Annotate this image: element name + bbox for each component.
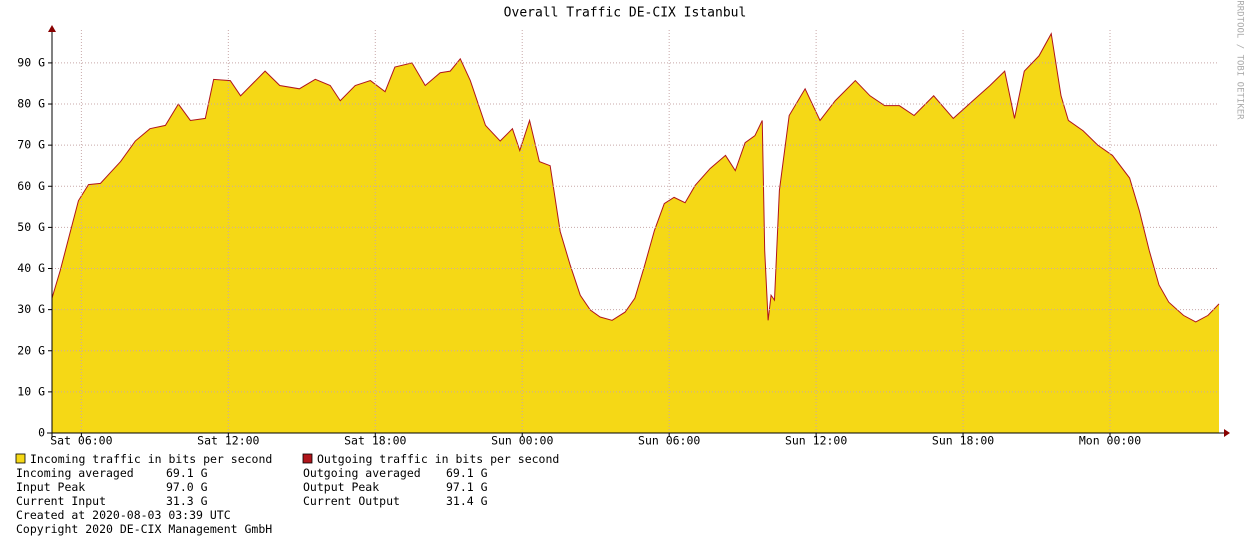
stat-label: Input Peak (16, 480, 85, 494)
plot (51, 32, 1220, 433)
x-arrow (1224, 429, 1230, 437)
stat-value: 69.1 G (446, 466, 488, 480)
y-arrow (48, 25, 56, 32)
legend-label: Incoming traffic in bits per second (30, 452, 272, 466)
stat-value: 97.0 G (166, 480, 208, 494)
stat-value: 69.1 G (166, 466, 208, 480)
legend-label: Outgoing traffic in bits per second (317, 452, 559, 466)
side-label: RRDTOOL / TOBI OETIKER (1235, 0, 1245, 120)
chart-title: Overall Traffic DE-CIX Istanbul (504, 6, 747, 21)
legend-swatch (302, 453, 313, 464)
x-tick-label: Sat 18:00 (344, 434, 406, 448)
x-tick-label: Sun 12:00 (785, 434, 847, 448)
footer-text: Created at 2020-08-03 03:39 UTC (16, 508, 231, 522)
y-tick-label: 0 (38, 426, 45, 440)
grid (52, 30, 1219, 434)
y-tick-label: 90 G (17, 55, 45, 69)
x-tick-label: Sat 06:00 (50, 434, 112, 448)
stat-value: 97.1 G (446, 480, 488, 494)
stat-label: Output Peak (303, 480, 379, 494)
y-tick-label: 30 G (17, 302, 45, 316)
y-tick-label: 50 G (17, 220, 45, 234)
x-tick-label: Sat 12:00 (197, 434, 259, 448)
legend: Incoming traffic in bits per second Outgo… (15, 452, 559, 536)
x-tick-label: Sun 06:00 (638, 434, 700, 448)
area (52, 34, 1219, 433)
stat-value: 31.4 G (446, 494, 488, 508)
stat-label: Current Input (16, 494, 106, 508)
y-tick-label: 40 G (17, 261, 45, 275)
x-tick-label: Sun 18:00 (932, 434, 994, 448)
y-tick-label: 10 G (17, 384, 45, 398)
stat-value: 31.3 G (166, 494, 208, 508)
x-tick-label: Mon 00:00 (1079, 434, 1141, 448)
axes: 0 10 G 20 G 30 G 40 G 50 G 60 G 70 G 80 G 90 G Sat… (17, 25, 1230, 448)
legend-swatch (15, 453, 26, 464)
y-tick-label: 70 G (17, 138, 45, 152)
stat-label: Incoming averaged (16, 466, 134, 480)
x-tick-label: Sun 00:00 (491, 434, 553, 448)
footer-text: Copyright 2020 DE-CIX Management GmbH (16, 522, 272, 536)
y-tick-label: 20 G (17, 343, 45, 357)
y-tick-label: 80 G (17, 97, 45, 111)
y-tick-label: 60 G (17, 179, 45, 193)
stat-label: Current Output (303, 494, 400, 508)
line (51, 32, 1220, 323)
stat-label: Outgoing averaged (303, 466, 421, 480)
